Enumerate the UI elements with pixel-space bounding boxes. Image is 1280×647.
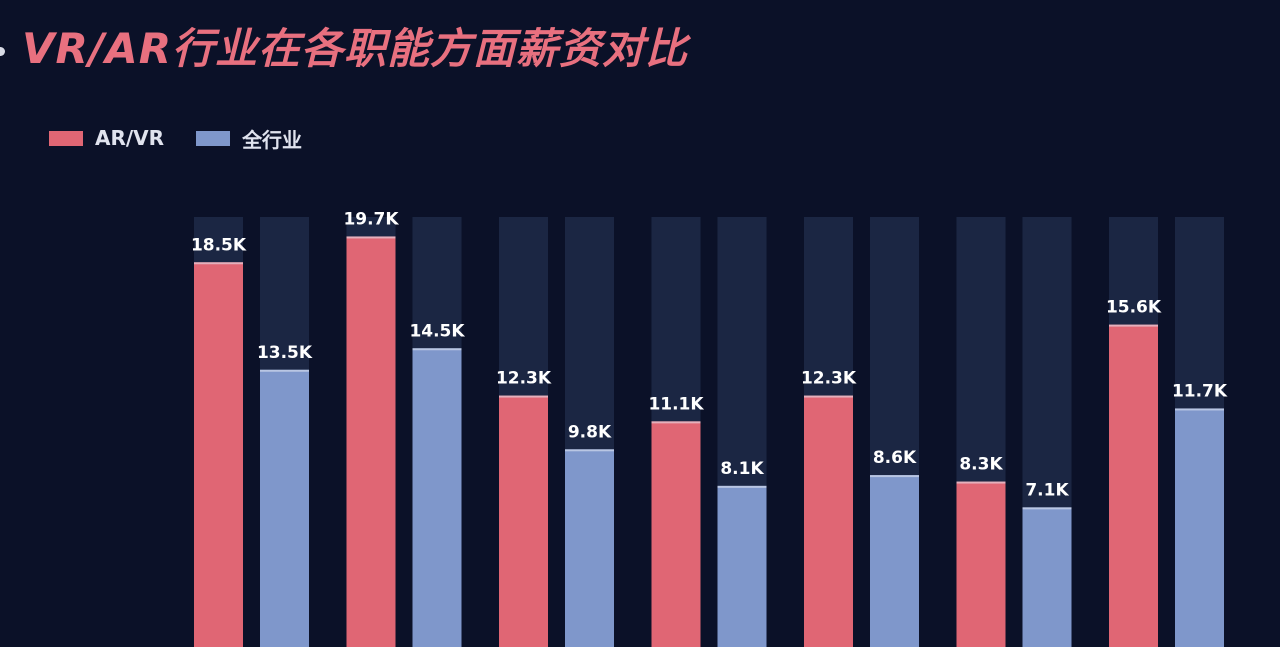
bar-top-line-ar-vr-3 (499, 395, 548, 398)
bar-top-line-ar-vr-1 (194, 262, 243, 265)
bar-top-line-all-industry-4 (717, 485, 767, 488)
data-label-ar-vr-3: 12.3K (496, 369, 552, 389)
data-label-all-industry-7: 11.7K (1172, 381, 1228, 401)
bar-all-industry-1 (260, 369, 309, 647)
data-label-ar-vr-7: 15.6K (1106, 298, 1162, 318)
legend-label-all-industry: 全行业 (242, 127, 303, 152)
bar-ar-vr-4 (651, 421, 701, 647)
chart-title: VR/AR行业在各职能方面薪资对比 (22, 24, 689, 73)
bar-ar-vr-7 (1109, 324, 1158, 647)
data-label-ar-vr-4: 11.1K (648, 394, 704, 414)
legend-item-ar-vr: AR/VR (49, 126, 164, 150)
bar-top-line-all-industry-3 (565, 449, 614, 452)
bar-top-line-all-industry-7 (1175, 408, 1224, 411)
bar-all-industry-7 (1175, 408, 1224, 647)
bar-top-line-ar-vr-6 (956, 481, 1006, 484)
legend-swatch-ar-vr (49, 130, 83, 146)
bar-all-industry-6 (1022, 507, 1072, 647)
bar-all-industry-3 (565, 449, 614, 647)
bar-ar-vr-1 (194, 262, 243, 647)
legend-item-all-industry: 全行业 (196, 124, 302, 153)
bar-top-line-ar-vr-5 (804, 395, 853, 398)
bar-ar-vr-3 (499, 395, 548, 647)
data-label-all-industry-1: 13.5K (257, 343, 313, 363)
edge-marker-dot (0, 47, 5, 56)
bar-ar-vr-2 (346, 236, 396, 647)
data-label-ar-vr-1: 18.5K (191, 235, 247, 255)
bar-ar-vr-6 (956, 481, 1006, 647)
data-label-all-industry-3: 9.8K (568, 422, 612, 442)
data-label-all-industry-2: 14.5K (409, 321, 465, 341)
bar-top-line-all-industry-5 (870, 475, 919, 478)
bar-ar-vr-5 (804, 395, 853, 647)
bar-all-industry-2 (412, 348, 462, 647)
bar-top-line-all-industry-6 (1022, 507, 1072, 510)
bar-top-line-ar-vr-4 (651, 421, 701, 424)
data-label-ar-vr-6: 8.3K (959, 455, 1003, 475)
data-label-all-industry-6: 7.1K (1025, 480, 1069, 500)
bar-all-industry-4 (717, 485, 767, 647)
bar-top-line-all-industry-2 (412, 348, 462, 351)
data-label-ar-vr-2: 19.7K (343, 209, 399, 229)
bar-top-line-ar-vr-2 (346, 236, 396, 239)
legend: AR/VR 全行业 (49, 124, 334, 152)
legend-label-ar-vr: AR/VR (95, 126, 165, 150)
data-label-all-industry-4: 8.1K (720, 459, 764, 479)
bar-all-industry-5 (870, 475, 919, 647)
data-label-ar-vr-5: 12.3K (801, 369, 857, 389)
bar-top-line-ar-vr-7 (1109, 324, 1158, 327)
legend-swatch-all-industry (196, 130, 231, 146)
bar-top-line-all-industry-1 (260, 369, 309, 372)
data-label-all-industry-5: 8.6K (873, 448, 917, 468)
